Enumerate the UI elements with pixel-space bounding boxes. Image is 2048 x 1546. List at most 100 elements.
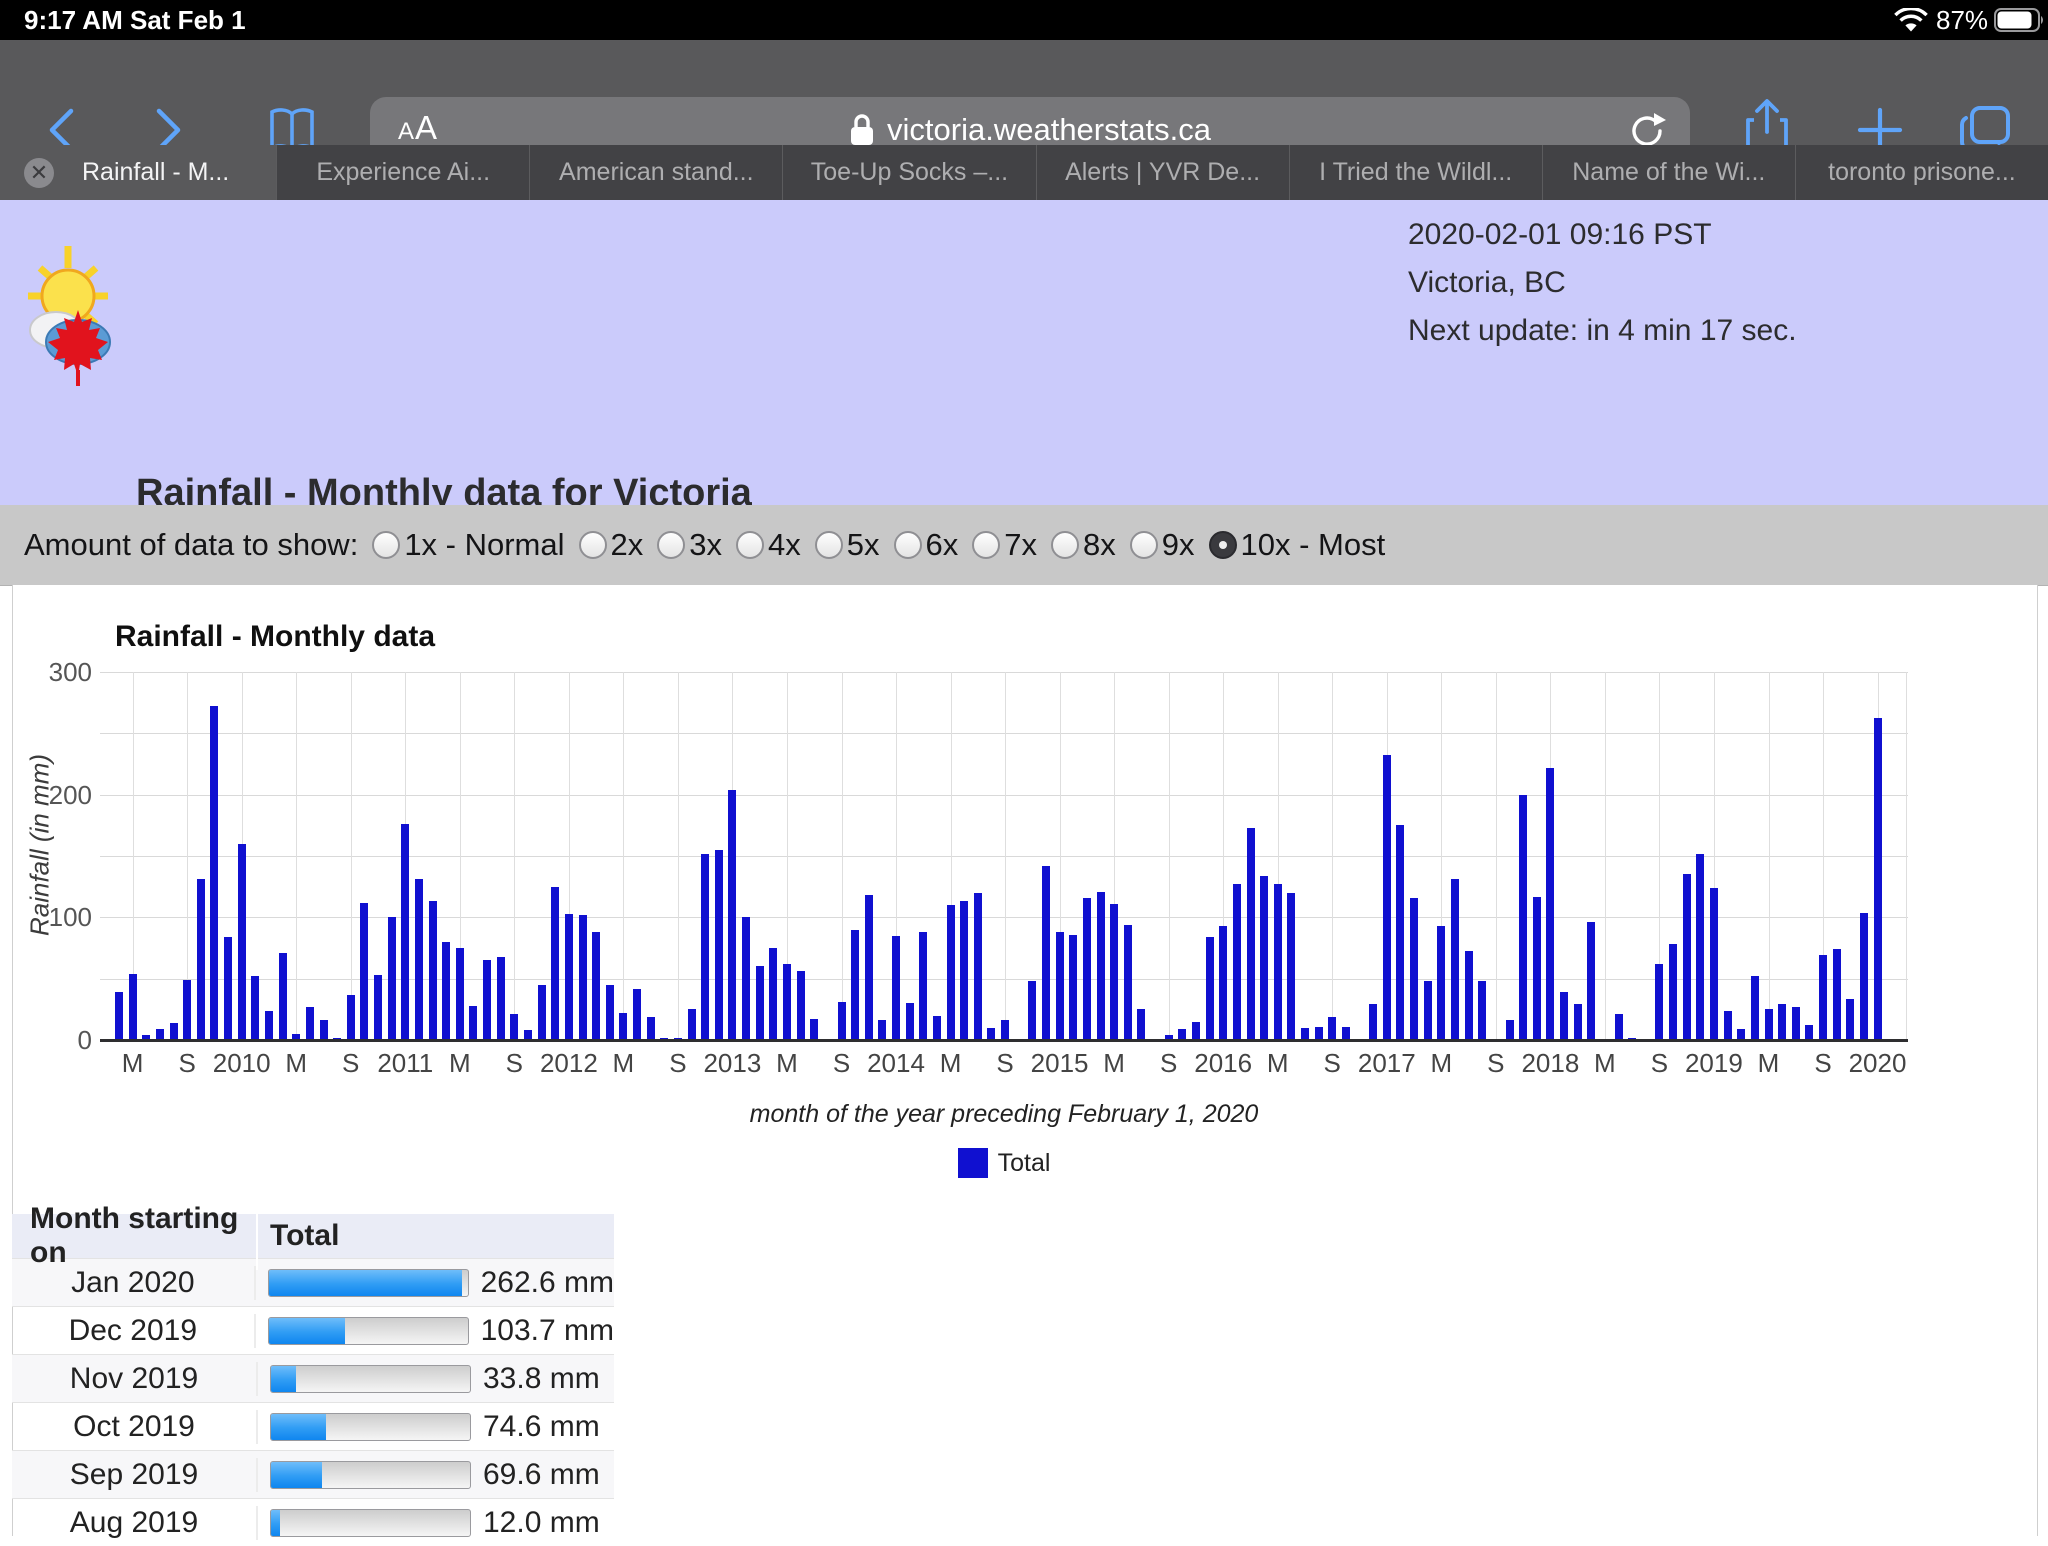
radio-option-9x[interactable]: 9x	[1130, 527, 1195, 563]
x-tick-label: 2016	[1194, 1048, 1252, 1079]
close-tab-icon[interactable]: ✕	[24, 158, 54, 188]
rainfall-bar	[810, 1019, 818, 1040]
rainfall-bar	[1765, 1009, 1773, 1040]
rainfall-bar	[388, 917, 396, 1040]
browser-tab[interactable]: Toe-Up Socks –...	[782, 145, 1035, 200]
radio-option-5x[interactable]: 5x	[815, 527, 880, 563]
rainfall-bar	[183, 980, 191, 1040]
rainfall-bar	[1478, 981, 1486, 1040]
rainfall-bar	[1437, 926, 1445, 1040]
browser-tab[interactable]: Name of the Wi...	[1542, 145, 1795, 200]
x-tick-label: 2013	[703, 1048, 761, 1079]
rainfall-bar	[1274, 884, 1282, 1040]
browser-tab-active[interactable]: ✕Rainfall - M...	[0, 145, 276, 200]
rainfall-bar	[947, 905, 955, 1040]
rainfall-bar	[306, 1007, 314, 1040]
v-gridline	[678, 672, 679, 1040]
rainfall-bar	[1710, 888, 1718, 1040]
row-month: Dec 2019	[12, 1314, 256, 1348]
radio-option-6x[interactable]: 6x	[894, 527, 959, 563]
radio-label: 6x	[926, 527, 959, 563]
total-bar-fill	[271, 1510, 280, 1536]
rainfall-bar	[1137, 1009, 1145, 1040]
radio-circle[interactable]	[372, 531, 400, 559]
radio-option-3x[interactable]: 3x	[657, 527, 722, 563]
x-tick-label: 2017	[1358, 1048, 1416, 1079]
y-tick-label: 300	[22, 657, 92, 688]
browser-tab[interactable]: I Tried the Wildl...	[1289, 145, 1542, 200]
rainfall-bar	[251, 976, 259, 1040]
chart-x-axis-line	[100, 1039, 1908, 1042]
v-gridline	[1769, 672, 1770, 1040]
rainfall-bar	[565, 914, 573, 1040]
browser-tab[interactable]: toronto prisone...	[1795, 145, 2048, 200]
radio-option-8x[interactable]: 8x	[1051, 527, 1116, 563]
tab-label: I Tried the Wildl...	[1319, 158, 1512, 187]
h-gridline	[100, 917, 1908, 918]
row-month: Nov 2019	[12, 1362, 258, 1396]
rainfall-bar	[1655, 964, 1663, 1040]
radio-circle[interactable]	[579, 531, 607, 559]
x-tick-label: 2015	[1031, 1048, 1089, 1079]
browser-tab[interactable]: American stand...	[529, 145, 782, 200]
total-bar-track	[270, 1413, 471, 1441]
rainfall-bar	[238, 844, 246, 1040]
rainfall-bar	[1833, 949, 1841, 1041]
rainfall-bar	[906, 1003, 914, 1040]
table-row: Aug 201912.0 mm	[12, 1498, 614, 1546]
rainfall-bar	[1342, 1027, 1350, 1041]
row-total-cell: 69.6 mm	[258, 1458, 614, 1492]
legend-total-label: Total	[998, 1149, 1051, 1178]
v-gridline	[623, 672, 624, 1040]
rainfall-bar	[279, 953, 287, 1040]
total-bar-fill	[269, 1270, 463, 1296]
rainfall-bar	[769, 948, 777, 1040]
rainfall-bar	[1615, 1014, 1623, 1040]
x-tick-label: 2010	[213, 1048, 271, 1079]
radio-circle[interactable]	[657, 531, 685, 559]
tab-label: Experience Ai...	[316, 158, 490, 187]
v-gridline	[842, 672, 843, 1040]
table-header-month: Month starting on	[12, 1202, 258, 1270]
rainfall-bar	[1465, 951, 1473, 1041]
table-row: Nov 201933.8 mm	[12, 1354, 614, 1402]
rainfall-bar	[401, 824, 409, 1040]
browser-tab[interactable]: Experience Ai...	[276, 145, 529, 200]
total-bar-track	[270, 1365, 471, 1393]
browser-toolbar: AAAA victoria.weatherstats.ca	[0, 40, 2048, 145]
radio-circle[interactable]	[1051, 531, 1079, 559]
rainfall-bar	[647, 1017, 655, 1040]
rainfall-bar	[1042, 866, 1050, 1040]
total-bar-track	[268, 1269, 469, 1297]
x-tick-label: M	[1267, 1048, 1289, 1079]
radio-circle[interactable]	[1130, 531, 1158, 559]
rainfall-bar	[415, 879, 423, 1040]
radio-circle[interactable]	[972, 531, 1000, 559]
rainfall-bar	[538, 985, 546, 1040]
rainfall-bar	[1396, 825, 1404, 1040]
radio-option-7x[interactable]: 7x	[972, 527, 1037, 563]
clock-date: Sat Feb 1	[130, 5, 246, 36]
x-tick-label: S	[1814, 1048, 1831, 1079]
radio-circle[interactable]	[815, 531, 843, 559]
radio-circle[interactable]	[1209, 531, 1237, 559]
rainfall-bar	[701, 854, 709, 1041]
rainfall-bar	[919, 932, 927, 1040]
data-amount-label: Amount of data to show:	[24, 527, 358, 563]
rainfall-bar	[1587, 922, 1595, 1040]
x-tick-label: 2019	[1685, 1048, 1743, 1079]
total-bar-fill	[271, 1414, 326, 1440]
x-tick-label: 2018	[1521, 1048, 1579, 1079]
radio-circle[interactable]	[894, 531, 922, 559]
radio-label: 2x	[611, 527, 644, 563]
radio-option-4x[interactable]: 4x	[736, 527, 801, 563]
browser-tab[interactable]: Alerts | YVR De...	[1036, 145, 1289, 200]
rainfall-bar	[1751, 976, 1759, 1040]
radio-option-10x[interactable]: 10x - Most	[1209, 527, 1386, 563]
radio-circle[interactable]	[736, 531, 764, 559]
radio-option-2x[interactable]: 2x	[579, 527, 644, 563]
v-gridline	[296, 672, 297, 1040]
x-tick-label: M	[122, 1048, 144, 1079]
radio-option-1x[interactable]: 1x - Normal	[372, 527, 564, 563]
tab-label: Name of the Wi...	[1572, 158, 1765, 187]
